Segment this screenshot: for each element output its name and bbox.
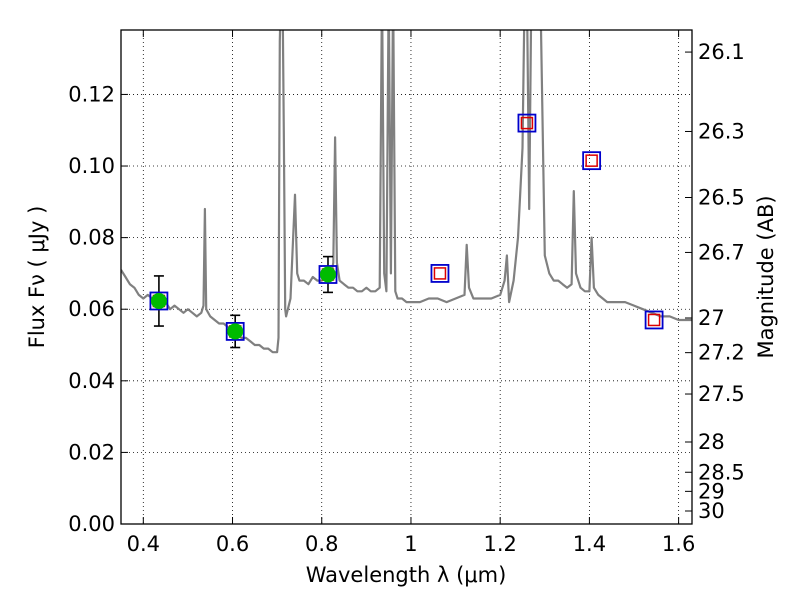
mag-tick-label: 27.2 <box>698 341 745 365</box>
x-tick-label: 0.4 <box>127 532 160 556</box>
mag-tick-label: 26.3 <box>698 119 745 143</box>
y-tick-label: 0.10 <box>68 154 115 178</box>
y-tick-label: 0.12 <box>68 82 115 106</box>
spectrum-layer <box>121 30 692 354</box>
photometry-point-1 <box>227 323 244 340</box>
model-square-inner-5 <box>585 154 598 167</box>
model-square-inner-3 <box>433 267 447 280</box>
y-axis-title: Flux Fν ( μJy ) <box>25 206 49 349</box>
mag-tick-label: 30 <box>698 499 725 523</box>
model-square-inner-4 <box>520 116 534 130</box>
y-tick-label: 0.08 <box>68 226 115 250</box>
model-square-outer-2 <box>318 265 338 284</box>
x-axis-title: Wavelength λ (μm) <box>306 563 507 587</box>
x-tick-label: 1.6 <box>662 532 695 556</box>
x-tick-label: 1.4 <box>573 532 606 556</box>
x-tick-label: 0.8 <box>305 532 338 556</box>
mag-tick-label: 28.5 <box>698 460 745 484</box>
model-square-outer-6 <box>644 310 664 330</box>
mag-tick-label: 26.1 <box>698 40 745 64</box>
x-axis-ticks: 0.4 0.6 0.8 1 1.2 1.4 1.6 <box>127 30 695 556</box>
mag-tick-label: 26.7 <box>698 240 745 264</box>
model-square-outer-0 <box>149 291 169 311</box>
y-axis-ticks: 0.00 0.02 0.04 0.06 0.08 0.10 0.12 <box>68 82 128 536</box>
photometry-point-0 <box>150 292 167 309</box>
x-tick-label: 1.2 <box>483 532 516 556</box>
spectrum-line <box>121 30 692 354</box>
mag-tick-label: 28 <box>698 430 725 454</box>
model-square-outer-1 <box>225 322 245 341</box>
mag-tick-label: 29 <box>698 479 725 503</box>
x-tick-label: 0.6 <box>216 532 249 556</box>
mag-tick-label: 27 <box>698 306 725 330</box>
magnitude-axis-title: Magnitude (AB) <box>754 195 778 358</box>
photometry-point-2 <box>319 266 336 283</box>
plot-frame <box>120 29 693 525</box>
y-tick-label: 0.02 <box>68 440 115 464</box>
y-tick-label: 0.04 <box>68 369 115 393</box>
model-square-layer <box>149 113 664 341</box>
x-tick-label: 1 <box>404 532 417 556</box>
mag-tick-label: 26.5 <box>698 186 745 210</box>
model-square-outer-4 <box>517 113 537 133</box>
model-square-inner-6 <box>647 313 661 327</box>
y-tick-label: 0.06 <box>68 297 115 321</box>
y-tick-label: 0.00 <box>68 512 115 536</box>
model-square-outer-5 <box>582 151 602 171</box>
mag-tick-label: 27.5 <box>698 382 745 406</box>
model-square-outer-3 <box>430 264 450 283</box>
